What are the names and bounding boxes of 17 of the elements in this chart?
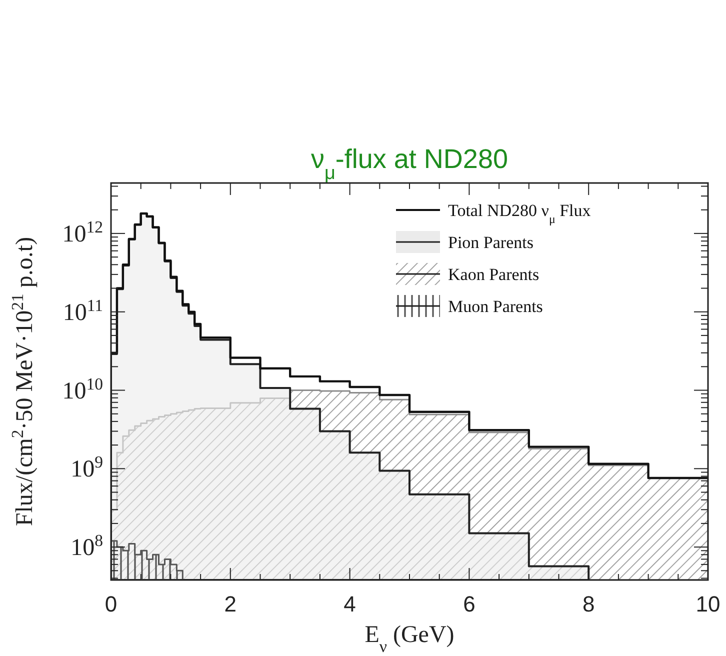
y-tick-label: 10$^{9}$ — [70, 452, 103, 483]
x-tick-label: 0 — [104, 592, 118, 617]
y-tick-label: 10$^{12}$ — [62, 216, 103, 248]
legend-label: Total ND280 ν$_{μ}$ Flux — [448, 201, 592, 226]
x-tick-label: 10 — [696, 592, 720, 617]
x-tick-label: 6 — [463, 592, 476, 617]
y-tick-label: 10$^{11}$ — [62, 295, 103, 326]
legend-label: Pion Parents — [448, 233, 534, 252]
legend-label: Kaon Parents — [448, 265, 540, 284]
legend-label: Muon Parents — [448, 297, 543, 316]
x-tick-label: 8 — [582, 592, 595, 617]
x-axis-title: E$_{ν}$ (GeV) — [364, 622, 454, 656]
y-tick-label: 10$^{10}$ — [62, 374, 103, 404]
chart-title: ν$_{μ}$-flux at ND280 — [311, 144, 508, 184]
x-tick-label: 2 — [224, 592, 237, 617]
y-tick-label: 10$^{8}$ — [70, 530, 103, 562]
x-tick-label: 4 — [344, 592, 356, 617]
